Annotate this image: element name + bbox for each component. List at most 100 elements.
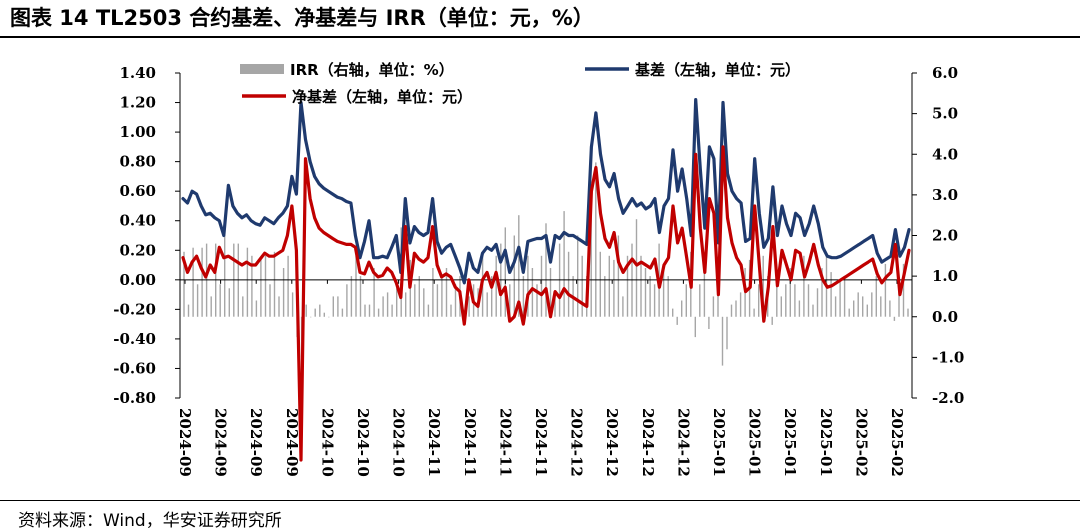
source-note: 资料来源：Wind，华安证券研究所	[18, 511, 282, 531]
irr-bar	[445, 268, 448, 317]
x-tick-label: 2024-11	[461, 408, 479, 477]
net-basis-line	[181, 145, 911, 462]
left-tick-label: 1.20	[119, 94, 156, 112]
irr-bar	[382, 296, 384, 317]
irr-bar	[319, 304, 321, 317]
irr-bar	[427, 304, 430, 317]
irr-bar	[780, 296, 782, 317]
x-tick-label: 2024-11	[496, 408, 514, 477]
source-divider	[0, 500, 1080, 501]
irr-bar	[396, 288, 398, 317]
irr-bar	[513, 235, 515, 317]
irr-bar	[608, 255, 610, 317]
irr-bar	[386, 292, 389, 317]
irr-bar	[491, 276, 493, 317]
x-tick-label: 2024-09	[212, 408, 230, 477]
irr-bar	[595, 162, 597, 317]
irr-bar	[694, 316, 696, 338]
x-tick-label: 2024-11	[425, 408, 443, 477]
irr-bar	[712, 296, 715, 317]
irr-bar	[255, 300, 258, 317]
x-tick-label: 2025-02	[888, 408, 906, 477]
irr-bar	[843, 276, 846, 317]
irr-bar	[653, 284, 656, 317]
irr-bar	[187, 304, 190, 317]
irr-bar	[622, 296, 624, 317]
irr-bar	[264, 255, 267, 317]
right-tick-label: -1.0	[932, 348, 964, 366]
irr-bar	[540, 255, 543, 317]
irr-bar	[527, 255, 529, 317]
irr-bar	[857, 292, 859, 317]
left-tick-label: -0.40	[113, 330, 156, 348]
irr-bar	[359, 276, 362, 317]
irr-bar	[495, 255, 497, 317]
irr-bar	[785, 284, 787, 317]
irr-bar	[862, 296, 864, 317]
irr-bar	[346, 284, 348, 317]
left-tick-label: 1.00	[119, 123, 156, 141]
irr-bar	[776, 268, 778, 317]
irr-bar	[332, 296, 334, 317]
irr-bar	[834, 296, 837, 317]
x-tick-label: 2024-11	[532, 408, 550, 477]
irr-bar	[531, 268, 534, 317]
irr-bar	[414, 284, 416, 317]
right-tick-label: 4.0	[932, 145, 958, 163]
x-tick-label: 2024-12	[568, 408, 586, 477]
x-tick-label: 2024-12	[603, 408, 621, 477]
irr-bar	[898, 284, 900, 317]
x-tick-label: 2024-12	[639, 408, 657, 477]
irr-bar	[794, 284, 796, 317]
irr-bar	[219, 284, 221, 317]
irr-bar	[224, 235, 226, 317]
irr-bar	[522, 276, 525, 317]
legend-swatch-irr	[240, 64, 284, 74]
irr-bar	[432, 268, 434, 317]
x-tick-label: 2025-01	[710, 408, 728, 477]
irr-bar	[762, 255, 764, 317]
irr-bar	[246, 247, 249, 317]
irr-bar	[667, 276, 669, 317]
right-tick-label: 5.0	[932, 105, 958, 123]
irr-bar	[305, 304, 307, 317]
irr-bar	[581, 255, 583, 317]
irr-bar	[405, 292, 407, 317]
irr-bar	[803, 255, 805, 317]
irr-bar	[377, 308, 380, 317]
irr-bar	[545, 223, 547, 317]
irr-bar	[436, 284, 439, 317]
irr-bar	[536, 284, 538, 317]
irr-bar	[441, 276, 443, 317]
irr-bar	[884, 263, 887, 317]
irr-bar	[251, 255, 253, 317]
irr-bar	[549, 268, 552, 317]
irr-bar	[350, 276, 353, 317]
irr-bar	[681, 300, 683, 317]
irr-bar	[282, 268, 285, 317]
irr-bar	[726, 316, 728, 350]
irr-bar	[893, 316, 896, 321]
left-tick-label: 0.60	[119, 182, 156, 200]
irr-bar	[196, 284, 199, 317]
irr-bar	[269, 284, 271, 317]
irr-bar	[798, 300, 801, 317]
legend-label: 基差（左轴，单位：元）	[634, 61, 800, 79]
irr-bar	[604, 276, 606, 317]
irr-bar	[889, 300, 891, 317]
irr-bar	[626, 255, 629, 317]
irr-bar	[640, 255, 642, 317]
irr-bar	[721, 316, 724, 366]
irr-bar	[812, 304, 814, 317]
irr-bar	[685, 284, 687, 317]
irr-bar	[617, 235, 620, 317]
irr-bar	[183, 251, 185, 317]
irr-bar	[486, 292, 488, 317]
irr-bar	[504, 227, 506, 317]
irr-bar	[260, 259, 262, 317]
tick-labels: 1.40 1.20 1.00 0.80 0.60 0.40 0.20 0.00 -0.20 -0.…	[113, 64, 964, 477]
irr-bar	[418, 276, 420, 317]
chart-plot: 1.40 1.20 1.00 0.80 0.60 0.40 0.20 0.00 -0.20 -0.…	[113, 61, 964, 477]
irr-bar	[848, 308, 850, 317]
irr-bar	[273, 251, 276, 317]
